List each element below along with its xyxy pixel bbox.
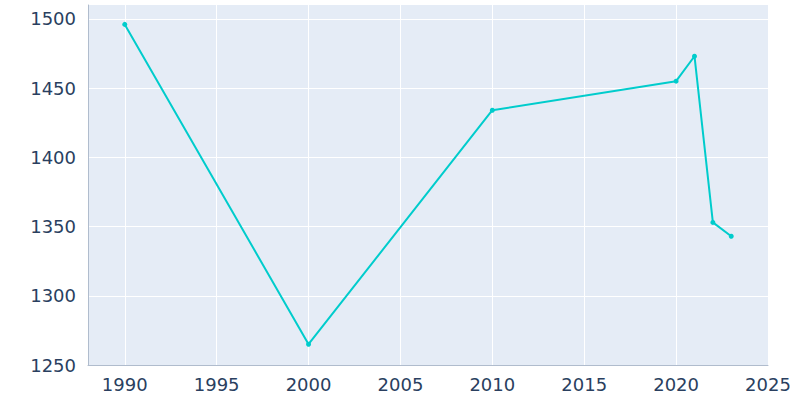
svg-text:1450: 1450 (30, 78, 76, 99)
svg-text:2000: 2000 (286, 374, 332, 395)
svg-text:1250: 1250 (30, 355, 76, 376)
svg-text:1350: 1350 (30, 216, 76, 237)
svg-text:2020: 2020 (653, 374, 699, 395)
svg-text:1300: 1300 (30, 285, 76, 306)
svg-text:1990: 1990 (102, 374, 148, 395)
svg-text:1400: 1400 (30, 147, 76, 168)
svg-text:2010: 2010 (469, 374, 515, 395)
svg-text:2005: 2005 (378, 374, 424, 395)
svg-text:1500: 1500 (30, 8, 76, 29)
svg-text:2015: 2015 (561, 374, 607, 395)
svg-text:2025: 2025 (745, 374, 791, 395)
svg-text:1995: 1995 (194, 374, 240, 395)
